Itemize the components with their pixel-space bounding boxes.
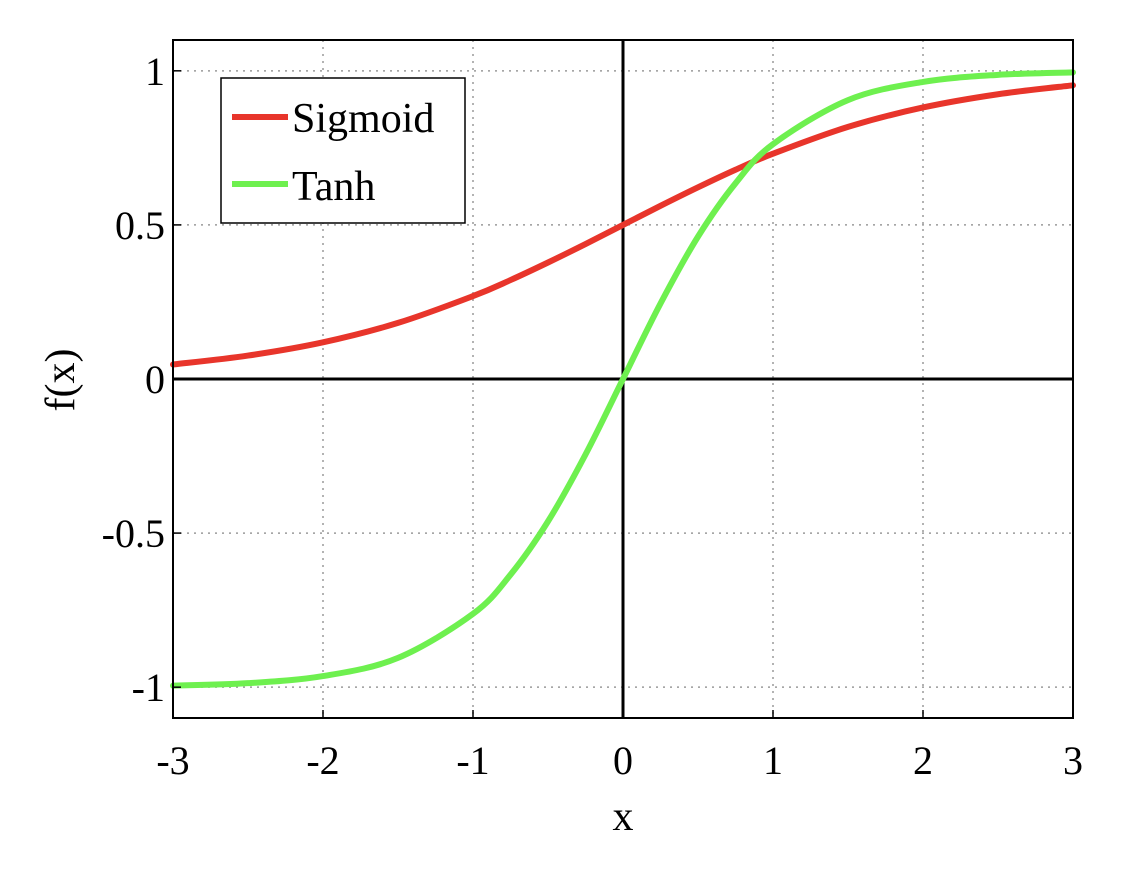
x-axis-label: x	[613, 794, 634, 840]
legend-box	[220, 77, 466, 224]
y-tick-label: -1	[132, 665, 165, 710]
x-tick-label: 1	[763, 738, 783, 783]
y-tick-label: 1	[145, 49, 165, 94]
x-tick-label: -3	[156, 738, 189, 783]
series-line-tanh	[170, 69, 1076, 689]
y-tick-label: -0.5	[102, 511, 165, 556]
x-tick-label: -1	[456, 738, 489, 783]
y-tick-label: 0.5	[115, 203, 165, 248]
legend-label-tanh: Tanh	[292, 164, 375, 210]
series-line-sigmoid	[170, 82, 1076, 368]
y-axis-label: f(x)	[38, 349, 84, 412]
y-tick-label: 0	[145, 357, 165, 402]
x-tick-label: 2	[913, 738, 933, 783]
series-lines	[170, 69, 1076, 689]
x-tick-label: -2	[306, 738, 339, 783]
x-tick-labels: -3 -2 -1 0 1 2 3	[156, 710, 1083, 783]
legend: Sigmoid Tanh	[220, 77, 466, 224]
x-tick-label: 0	[613, 738, 633, 783]
y-tick-labels: -1 -0.5 0 0.5 1	[102, 49, 181, 710]
legend-label-sigmoid: Sigmoid	[292, 96, 434, 142]
x-tick-label: 3	[1063, 738, 1083, 783]
